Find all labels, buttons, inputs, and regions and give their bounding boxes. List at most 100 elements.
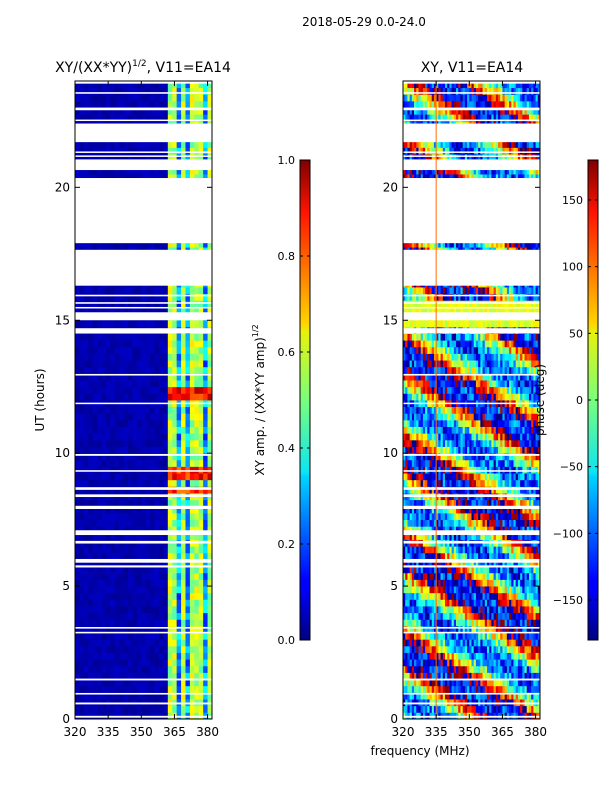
heatmap-cell (75, 679, 80, 687)
heatmap-cell (422, 599, 426, 607)
heatmap-cell (456, 566, 459, 574)
heatmap-cell (427, 679, 430, 687)
heatmap-cell (203, 705, 208, 713)
heatmap-cell (403, 612, 406, 620)
heatmap-cell (141, 579, 147, 587)
heatmap-cell (128, 499, 133, 507)
heatmap-cell (418, 599, 422, 607)
heatmap-cell (167, 619, 173, 627)
heatmap-cell (79, 612, 85, 620)
heatmap-cell (176, 659, 182, 667)
heatmap-cell (136, 114, 142, 122)
heatmap-cell (92, 685, 98, 693)
heatmap-cell (207, 679, 212, 687)
heatmap-cell (431, 526, 435, 534)
heatmap-cell (83, 300, 89, 308)
heatmap-cell (482, 532, 486, 540)
heatmap-cell (123, 552, 129, 560)
heatmap-cell (444, 652, 448, 660)
heatmap-cell (526, 679, 530, 687)
heatmap-cell (517, 586, 521, 594)
heatmap-cell (524, 679, 528, 687)
heatmap-cell (145, 592, 151, 600)
heatmap-cell (119, 340, 125, 348)
heatmap-cell (440, 692, 444, 700)
heatmap-cell (119, 459, 125, 467)
heatmap-cell (422, 512, 426, 521)
heatmap-cell (436, 712, 439, 719)
heatmap-cell (194, 632, 200, 640)
heatmap-cell (105, 625, 111, 634)
heatmap-cell (524, 519, 528, 527)
heatmap-cell (207, 174, 212, 182)
heatmap-cell (442, 592, 446, 600)
heatmap-cell (154, 592, 160, 600)
heatmap-cell (405, 506, 408, 514)
flagged-gap (75, 702, 212, 705)
heatmap-cell (531, 526, 534, 534)
heatmap-cell (528, 572, 532, 580)
heatmap-cell (88, 386, 94, 394)
heatmap-cell (150, 645, 155, 653)
heatmap-cell (123, 546, 129, 554)
heatmap-cell (128, 406, 133, 414)
heatmap-cell (207, 552, 212, 560)
heatmap-cell (128, 486, 133, 494)
heatmap-cell (469, 592, 472, 600)
heatmap-cell (506, 652, 510, 660)
heatmap-cell (480, 685, 483, 693)
heatmap-cell (438, 546, 441, 554)
heatmap-cell (491, 552, 494, 560)
heatmap-cell (163, 87, 169, 95)
heatmap-cell (520, 566, 523, 574)
heatmap-cell (176, 240, 182, 248)
heatmap-cell (105, 532, 111, 540)
heatmap-cell (172, 426, 178, 434)
heatmap-cell (110, 519, 116, 527)
heatmap-cell (75, 300, 80, 308)
heatmap-cell (97, 293, 102, 301)
heatmap-cell (92, 87, 98, 95)
heatmap-cell (447, 679, 450, 687)
heatmap-cell (520, 659, 523, 667)
heatmap-cell (172, 679, 178, 687)
heatmap-cell (427, 625, 430, 634)
heatmap-cell (493, 586, 497, 594)
flagged-gap (75, 530, 212, 536)
heatmap-cell (203, 340, 208, 348)
heatmap-cell (444, 679, 448, 687)
heatmap-cell (194, 419, 200, 427)
heatmap-cell (409, 592, 413, 600)
heatmap-cell (405, 612, 408, 620)
heatmap-cell (97, 645, 102, 653)
heatmap-cell (502, 532, 506, 540)
heatmap-cell (520, 579, 523, 587)
heatmap-cell (414, 566, 417, 574)
heatmap-cell (471, 665, 475, 673)
heatmap-cell (83, 439, 89, 447)
heatmap-cell (537, 552, 540, 560)
heatmap-cell (132, 526, 138, 534)
heatmap-cell (154, 552, 160, 560)
heatmap-cell (491, 685, 494, 693)
heatmap-cell (407, 526, 411, 534)
heatmap-cell (185, 586, 191, 594)
heatmap-cell (473, 659, 477, 667)
heatmap-cell (154, 446, 160, 454)
heatmap-cell (478, 612, 481, 620)
heatmap-cell (172, 479, 178, 487)
heatmap-cell (451, 659, 455, 667)
heatmap-cell (145, 645, 151, 653)
heatmap-cell (185, 473, 191, 481)
heatmap-cell (495, 619, 499, 627)
heatmap-cell (471, 546, 475, 554)
heatmap-cell (136, 705, 142, 713)
heatmap-cell (114, 552, 120, 560)
heatmap-cell (128, 639, 133, 647)
heatmap-cell (411, 579, 415, 587)
heatmap-cell (489, 512, 492, 521)
heatmap-cell (515, 586, 519, 594)
heatmap-cell (517, 512, 521, 521)
heatmap-cell (167, 705, 173, 713)
